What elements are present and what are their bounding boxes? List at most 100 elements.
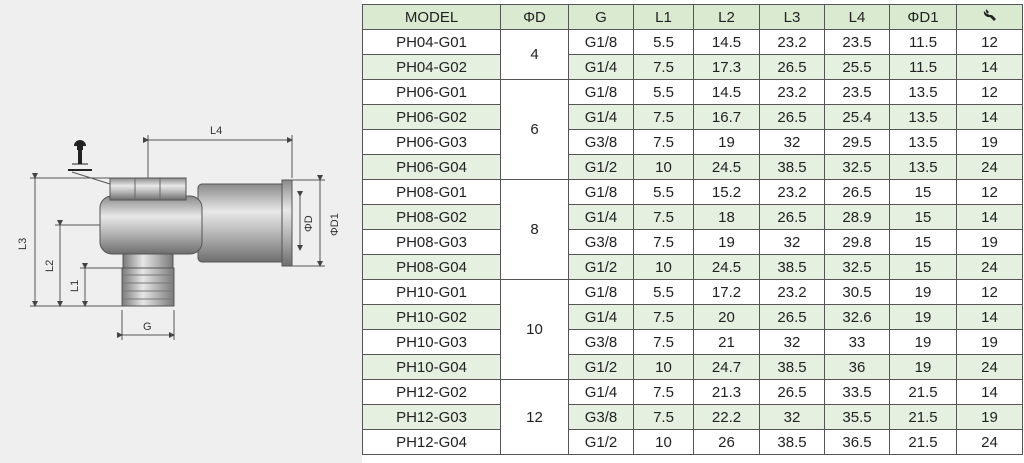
table-row: PH12-G02 12 G1/4 7.5 21.3 26.5 33.5 21.5 14 xyxy=(362,379,1023,455)
dim-label-l3: L3 xyxy=(17,238,29,250)
cell-wrench: 19 xyxy=(956,229,1023,255)
dim-label-l2: L2 xyxy=(44,260,56,272)
table-row: PH10-G01 10 G1/8 5.5 17.2 23.2 30.5 19 12 xyxy=(362,279,1023,380)
cell-wrench: 24 xyxy=(956,429,1023,455)
cell-l2: 17.3 xyxy=(693,54,760,80)
cell-wrench: 19 xyxy=(956,129,1023,155)
cell-model: PH10-G04 xyxy=(362,354,501,380)
cell-l2: 19 xyxy=(693,129,760,155)
cell-phid1: 21.5 xyxy=(889,379,957,405)
cell-l2: 24.5 xyxy=(693,154,760,180)
table-row: PH10-G02 G1/4 7.5 20 26.5 32.6 19 14 xyxy=(362,304,1023,330)
dim-label-phid: ΦD xyxy=(303,215,315,232)
dim-label-l1: L1 xyxy=(69,280,81,292)
cell-l2: 18 xyxy=(693,204,760,230)
cell-l4: 30.5 xyxy=(824,279,890,305)
table-row: PH08-G04 G1/2 10 24.5 38.5 32.5 15 24 xyxy=(362,254,1023,280)
cell-model: PH06-G01 xyxy=(362,79,501,105)
cell-wrench: 24 xyxy=(956,154,1023,180)
cell-l3: 26.5 xyxy=(759,304,825,330)
cell-l2: 22.2 xyxy=(693,404,760,430)
cell-phid: 10 xyxy=(500,279,569,380)
cell-wrench: 12 xyxy=(956,79,1023,105)
fitting-drawing: L4 L3 L2 L1 G ΦD ΦD1 xyxy=(17,125,341,340)
cell-model: PH04-G01 xyxy=(362,29,501,55)
cell-g: G1/2 xyxy=(568,154,634,180)
cell-g: G1/4 xyxy=(568,54,634,80)
cell-g: G1/4 xyxy=(568,104,634,130)
cell-g: G3/8 xyxy=(568,129,634,155)
cell-l1: 7.5 xyxy=(633,204,694,230)
header-l1: L1 xyxy=(633,4,694,30)
cell-model: PH06-G02 xyxy=(362,104,501,130)
cell-g: G1/8 xyxy=(568,79,634,105)
cell-model: PH08-G03 xyxy=(362,229,501,255)
header-l4: L4 xyxy=(824,4,890,30)
cell-l2: 20 xyxy=(693,304,760,330)
dim-label-g: G xyxy=(143,321,152,333)
dim-label-phid1: ΦD1 xyxy=(329,213,341,236)
header-l2: L2 xyxy=(693,4,760,30)
cell-l4: 25.5 xyxy=(824,54,890,80)
cell-g: G3/8 xyxy=(568,404,634,430)
cell-phid1: 19 xyxy=(889,329,957,355)
cell-phid: 12 xyxy=(500,379,569,455)
cell-l1: 7.5 xyxy=(633,129,694,155)
cell-g: G1/4 xyxy=(568,379,634,405)
cell-model: PH10-G03 xyxy=(362,329,501,355)
cell-g: G1/4 xyxy=(568,204,634,230)
cell-l4: 26.5 xyxy=(824,179,890,205)
cell-l3: 23.2 xyxy=(759,279,825,305)
cell-l4: 29.5 xyxy=(824,129,890,155)
table-row: PH04-G02 G1/4 7.5 17.3 26.5 25.5 11.5 14 xyxy=(362,54,1023,80)
cell-l1: 10 xyxy=(633,254,694,280)
table-row: PH08-G01 8 G1/8 5.5 15.2 23.2 26.5 15 12 xyxy=(362,179,1023,280)
cell-l4: 23.5 xyxy=(824,29,890,55)
cell-l2: 17.2 xyxy=(693,279,760,305)
cell-phid1: 11.5 xyxy=(889,54,957,80)
table-row: PH08-G02 G1/4 7.5 18 26.5 28.9 15 14 xyxy=(362,204,1023,230)
cell-l4: 33.5 xyxy=(824,379,890,405)
table-header-row: MODEL ΦD G L1 L2 L3 L4 ΦD1 xyxy=(362,4,1023,30)
cell-l3: 38.5 xyxy=(759,154,825,180)
cell-model: PH12-G02 xyxy=(362,379,501,405)
cell-phid1: 19 xyxy=(889,279,957,305)
cell-l2: 21 xyxy=(693,329,760,355)
table-row: PH06-G01 6 G1/8 5.5 14.5 23.2 23.5 13.5 12 xyxy=(362,79,1023,180)
cell-model: PH08-G01 xyxy=(362,179,501,205)
dim-label-l4: L4 xyxy=(210,125,222,137)
cell-g: G1/4 xyxy=(568,304,634,330)
cell-model: PH08-G02 xyxy=(362,204,501,230)
cell-g: G1/8 xyxy=(568,29,634,55)
technical-drawing-panel: L4 L3 L2 L1 G ΦD ΦD1 xyxy=(0,0,362,463)
cell-l3: 23.2 xyxy=(759,29,825,55)
cell-l4: 35.5 xyxy=(824,404,890,430)
cell-wrench: 14 xyxy=(956,204,1023,230)
cell-phid1: 11.5 xyxy=(889,29,957,55)
wrench-icon xyxy=(68,140,92,171)
cell-l3: 32 xyxy=(759,129,825,155)
cell-g: G3/8 xyxy=(568,329,634,355)
cell-l4: 33 xyxy=(824,329,890,355)
cell-wrench: 12 xyxy=(956,279,1023,305)
cell-l1: 10 xyxy=(633,354,694,380)
cell-l2: 14.5 xyxy=(693,79,760,105)
cell-l3: 23.2 xyxy=(759,179,825,205)
cell-l1: 5.5 xyxy=(633,179,694,205)
cell-l4: 36.5 xyxy=(824,429,890,455)
table-row: PH12-G03 G3/8 7.5 22.2 32 35.5 21.5 19 xyxy=(362,404,1023,430)
table-row: PH06-G04 G1/2 10 24.5 38.5 32.5 13.5 24 xyxy=(362,154,1023,180)
cell-l3: 26.5 xyxy=(759,204,825,230)
cell-l2: 14.5 xyxy=(693,29,760,55)
cell-phid1: 13.5 xyxy=(889,104,957,130)
table-row: PH08-G03 G3/8 7.5 19 32 29.8 15 19 xyxy=(362,229,1023,255)
wrench-icon xyxy=(983,9,996,21)
cell-model: PH06-G04 xyxy=(362,154,501,180)
cell-g: G1/2 xyxy=(568,254,634,280)
cell-phid: 4 xyxy=(500,29,569,80)
cell-l3: 38.5 xyxy=(759,354,825,380)
cell-l4: 36 xyxy=(824,354,890,380)
cell-l4: 25.4 xyxy=(824,104,890,130)
table-row: PH10-G03 G3/8 7.5 21 32 33 19 19 xyxy=(362,329,1023,355)
cell-l1: 7.5 xyxy=(633,404,694,430)
